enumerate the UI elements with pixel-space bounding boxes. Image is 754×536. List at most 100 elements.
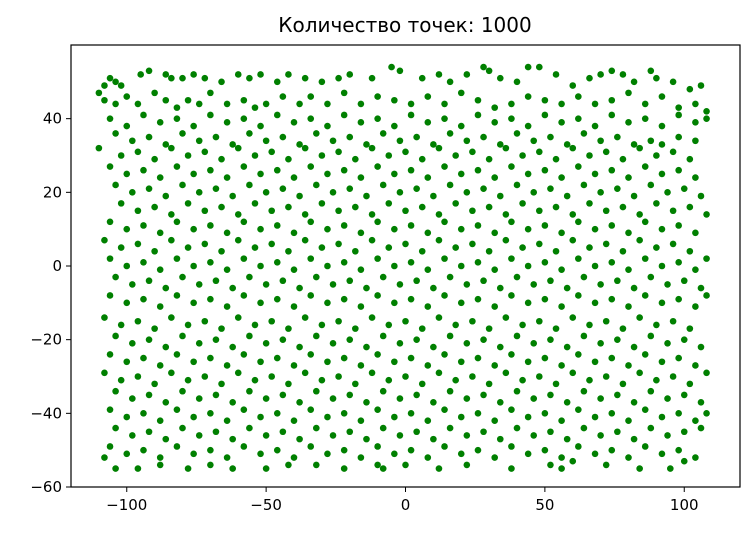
scatter-point [614,277,621,285]
scatter-point [156,461,164,469]
scatter-point [667,465,674,472]
scatter-point [552,155,560,163]
scatter-point [212,133,220,141]
scatter-point [318,376,326,384]
scatter-point [446,424,454,432]
scatter-point [452,152,459,159]
scatter-point [145,133,153,141]
scatter-point [329,340,337,347]
scatter-point [407,259,415,266]
scatter-point [385,200,393,207]
scatter-point [279,336,287,343]
scatter-point [524,450,532,458]
scatter-point [101,96,108,104]
scatter-point [619,155,627,163]
scatter-point [502,144,510,152]
scatter-point [168,369,175,377]
scatter-point [602,207,610,215]
scatter-point [457,413,465,421]
scatter-point [240,292,248,299]
scatter-point [340,259,348,266]
scatter-point [340,89,348,97]
scatter-point [112,332,119,340]
scatter-point [240,255,248,262]
scatter-point [251,152,259,159]
scatter-point [619,71,627,78]
scatter-point [575,351,582,358]
scatter-point [268,207,276,215]
scatter-point [430,343,437,351]
scatter-point [151,89,158,97]
scatter-point [301,369,309,377]
scatter-point [285,71,292,78]
scatter-point [184,96,192,104]
scatter-point [647,387,655,395]
scatter-point [614,133,621,141]
scatter-point [597,432,604,439]
y-tick-label: 0 [52,257,62,275]
scatter-point [541,166,549,174]
scatter-point [485,67,493,75]
scatter-point [318,200,326,207]
scatter-point [106,443,114,450]
scatter-point [279,391,287,399]
scatter-point [273,295,281,303]
scatter-point [117,200,125,207]
scatter-point [190,71,197,78]
scatter-point [179,273,186,281]
scatter-point [195,137,203,145]
scatter-point [385,244,393,251]
scatter-points [95,63,710,472]
scatter-point [508,218,515,226]
scatter-point [418,203,426,211]
scatter-point [541,410,549,417]
scatter-point [357,266,365,273]
scatter-point [519,376,526,384]
scatter-point [207,446,214,454]
scatter-point [563,141,571,148]
scatter-point [647,67,655,75]
scatter-point [692,362,699,369]
scatter-point [240,218,248,226]
scatter-point [379,387,387,395]
scatter-point [95,144,103,152]
scatter-point [641,406,649,413]
scatter-point [140,446,147,454]
scatter-point [480,133,487,141]
scatter-point [313,181,320,189]
scatter-point [396,432,404,439]
scatter-point [123,93,131,100]
scatter-point [608,410,616,417]
scatter-point [318,244,326,251]
scatter-point [212,336,220,343]
scatter-point [329,137,337,145]
scatter-point [207,166,214,174]
scatter-point [692,454,699,461]
x-tick-label: 0 [401,496,411,514]
scatter-point [101,236,108,244]
scatter-point [357,119,365,126]
scatter-point [162,343,170,351]
scatter-point [212,428,220,436]
scatter-point [234,314,242,321]
scatter-point [536,317,543,325]
scatter-point [452,244,459,251]
scatter-point [257,450,264,458]
scatter-point [491,266,499,273]
scatter-point [519,200,526,207]
scatter-point [324,170,331,178]
scatter-point [407,111,415,119]
scatter-point [653,244,660,251]
scatter-point [352,247,359,255]
scatter-point [173,218,181,226]
scatter-point [407,295,415,303]
scatter-point [396,189,404,196]
scatter-point [123,358,131,366]
scatter-point [675,222,682,229]
scatter-point [285,247,292,255]
scatter-point [692,229,699,237]
scatter-point [485,325,493,332]
scatter-point [240,406,248,413]
scatter-point [586,321,593,329]
scatter-point [296,192,303,200]
